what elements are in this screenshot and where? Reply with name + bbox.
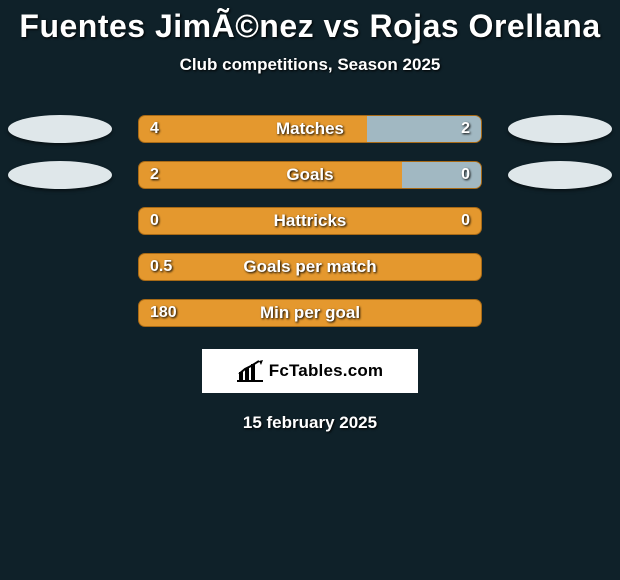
stat-row: 180Min per goal	[0, 299, 620, 327]
comparison-page: Fuentes JimÃ©nez vs Rojas Orellana Club …	[0, 0, 620, 580]
player2-badge	[508, 115, 612, 143]
date-text: 15 february 2025	[243, 413, 377, 433]
stats-container: 42Matches 20Goals 00Hattricks 0.5Goals per …	[0, 115, 620, 327]
player2-badge	[508, 161, 612, 189]
stat-row: 20Goals	[0, 161, 620, 189]
logo-box: FcTables.com	[202, 349, 418, 393]
player1-badge	[8, 115, 112, 143]
stat-label: Hattricks	[138, 207, 482, 235]
player1-badge	[8, 161, 112, 189]
stat-label: Goals	[138, 161, 482, 189]
page-title: Fuentes JimÃ©nez vs Rojas Orellana	[19, 8, 600, 45]
logo-text: FcTables.com	[269, 361, 384, 381]
page-subtitle: Club competitions, Season 2025	[180, 55, 441, 75]
stat-row: 00Hattricks	[0, 207, 620, 235]
stat-label: Matches	[138, 115, 482, 143]
stat-row: 42Matches	[0, 115, 620, 143]
stat-row: 0.5Goals per match	[0, 253, 620, 281]
chart-icon	[237, 360, 263, 382]
stat-label: Goals per match	[138, 253, 482, 281]
stat-label: Min per goal	[138, 299, 482, 327]
